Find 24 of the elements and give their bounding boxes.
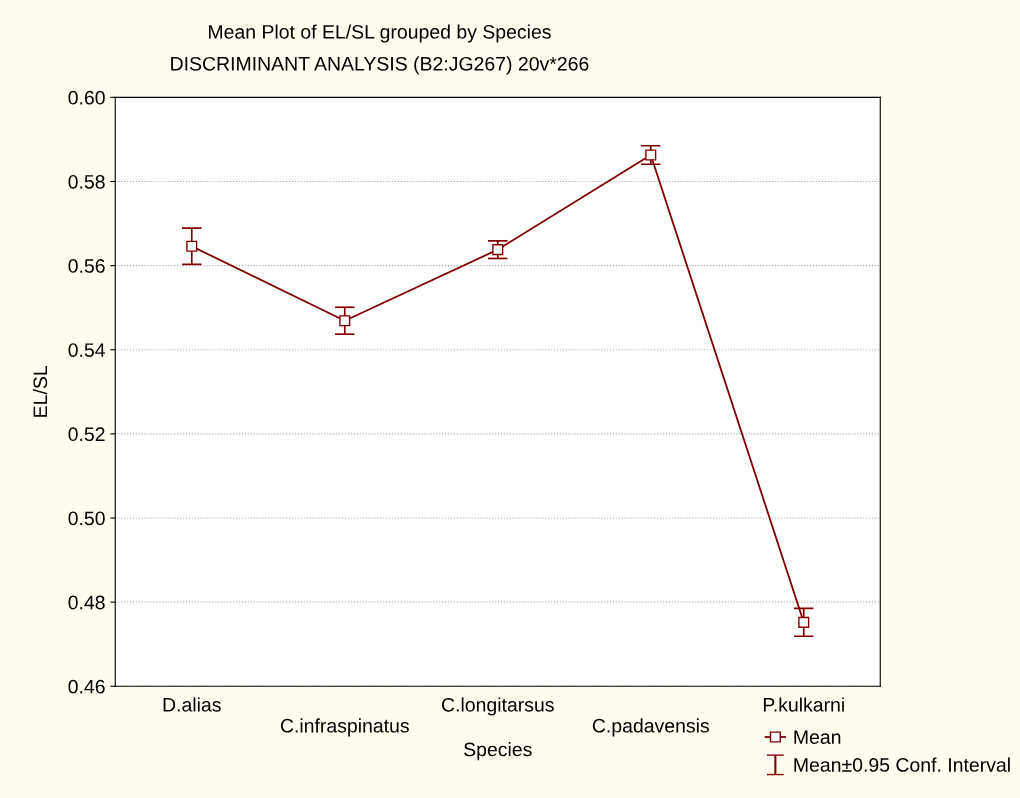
point [798, 616, 810, 628]
legend-label: Mean [794, 730, 841, 744]
x-tick-label: C.longitarsus [442, 697, 554, 716]
y-tick-label: 0.48 [68, 595, 105, 610]
chart-subtitle: DISCRIMINANT ANALYSIS (B2:JG267) 20v*266 [171, 56, 589, 75]
x-axis-title: Species [464, 742, 532, 761]
chart-title: Mean Plot of EL/SL grouped by Species [209, 24, 551, 43]
y-tick-label: 0.52 [68, 427, 105, 442]
x-tick-label: C.infraspinatus [280, 718, 409, 737]
point [186, 240, 198, 252]
y-axis-title: EL/SL [32, 365, 48, 417]
x-tick-label: D.alias [163, 697, 221, 712]
point [492, 244, 504, 256]
text: Mean±0.95 Conf. Interval [794, 757, 1010, 772]
x-tick-label: P.kulkarni [763, 697, 844, 712]
point [339, 315, 351, 327]
x-tick-label: C.padavensis [592, 718, 709, 737]
point [645, 149, 657, 161]
y-tick-label: 0.54 [68, 343, 105, 357]
y-tick-label: 0.46 [68, 679, 105, 694]
y-tick-label: 0.56 [68, 259, 105, 273]
y-tick-label: 0.50 [68, 511, 105, 526]
y-tick-label: 0.60 [68, 90, 105, 105]
y-tick-label: 0.58 [68, 174, 105, 189]
